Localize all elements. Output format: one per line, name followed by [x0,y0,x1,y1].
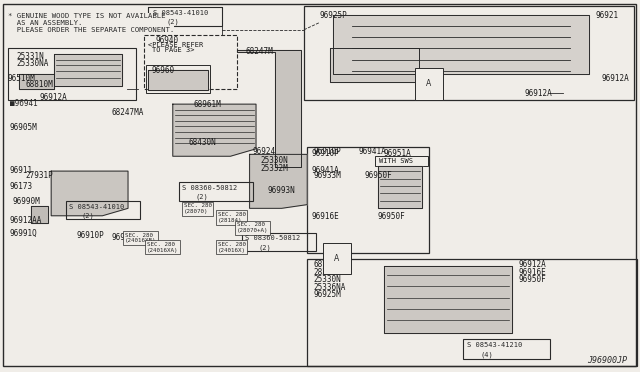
Text: 96993N: 96993N [268,186,295,195]
Text: 68430N: 68430N [189,138,216,147]
Text: 96916E: 96916E [311,212,339,221]
Text: S 08543-41010: S 08543-41010 [153,10,208,16]
Text: 96916E: 96916E [518,268,546,277]
Text: 25332M: 25332M [260,164,288,173]
Text: 25330N: 25330N [314,275,341,284]
Polygon shape [173,104,256,156]
Text: SEC. 280
(28184): SEC. 280 (28184) [218,212,246,223]
Text: 96510M: 96510M [8,74,35,83]
Text: 25331N: 25331N [16,52,44,61]
Text: S 08543-41010: S 08543-41010 [69,204,124,210]
Text: 96921: 96921 [595,11,618,20]
Text: 28318M: 28318M [314,268,341,277]
Polygon shape [378,166,422,208]
Text: SEC. 280
(28070): SEC. 280 (28070) [184,203,212,214]
Text: 96912A: 96912A [40,93,67,102]
Text: WITH SWS: WITH SWS [379,158,413,164]
Polygon shape [19,74,54,89]
Bar [148,7,222,26]
Text: <PLEASE REFER: <PLEASE REFER [148,42,204,48]
Text: 96960: 96960 [151,66,174,75]
Bar [144,35,237,89]
Polygon shape [54,54,122,86]
Text: J96900JP: J96900JP [588,356,627,365]
Text: (2): (2) [259,244,271,250]
Bar [307,147,429,253]
Text: * GENUINE WOOD TYPE IS NOT AVAILABLE
  AS AN ASSEMBLY.
  PLEASE ORDER THE SEPARA: * GENUINE WOOD TYPE IS NOT AVAILABLE AS … [8,13,174,33]
Polygon shape [250,154,307,208]
Text: 96925M: 96925M [314,290,341,299]
Text: 96912A: 96912A [525,89,552,98]
Text: A: A [334,254,339,263]
Text: SEC. 280
(28070+A): SEC. 280 (28070+A) [237,222,268,233]
Polygon shape [148,70,208,90]
Text: SEC. 280
(24016X): SEC. 280 (24016X) [218,242,246,253]
Bar [375,156,428,166]
Text: 96173: 96173 [10,182,33,191]
Bar [66,201,140,219]
Text: A: A [426,79,431,88]
Polygon shape [237,50,301,167]
Text: 96912AA: 96912AA [10,216,42,225]
Text: 68247MA: 68247MA [112,108,145,117]
Text: 96951A: 96951A [384,149,412,158]
Polygon shape [31,206,48,223]
Text: 96991Q: 96991Q [10,229,37,238]
Text: 96910P: 96910P [314,147,341,156]
Text: 25336NA: 25336NA [314,283,346,292]
Text: 96910P: 96910P [77,231,104,240]
Text: S 08360-50812: S 08360-50812 [245,235,300,241]
Text: 96933M: 96933M [314,171,341,180]
Bar [146,65,210,93]
Bar [179,182,253,201]
Text: 96912A: 96912A [602,74,629,83]
Bar [242,232,316,251]
Text: 27931P: 27931P [26,171,53,180]
Text: 96941A: 96941A [311,166,339,174]
Text: 68961M: 68961M [193,100,221,109]
Text: (4): (4) [480,351,493,357]
Text: 68247M: 68247M [245,46,273,55]
Text: SEC. 280
(24016XA): SEC. 280 (24016XA) [147,242,179,253]
Text: 96925P: 96925P [320,11,348,20]
Text: 96990M: 96990M [13,197,40,206]
Text: 25330NA: 25330NA [16,59,49,68]
Text: 96924: 96924 [253,147,276,156]
Text: 96950F: 96950F [365,171,392,180]
Polygon shape [384,266,512,333]
Text: S 08360-50812: S 08360-50812 [182,185,237,191]
Text: 96941A: 96941A [358,147,386,156]
Polygon shape [330,48,419,82]
Text: 68810M: 68810M [26,80,53,89]
Bar [304,6,634,100]
Text: 96910P: 96910P [311,149,339,158]
Text: 96941A: 96941A [112,232,140,241]
Bar [8,48,136,100]
Text: S 08543-41210: S 08543-41210 [467,342,522,348]
Polygon shape [333,15,589,74]
Text: 68794M: 68794M [314,260,341,269]
Text: 96950F: 96950F [518,275,546,284]
Text: 96950F: 96950F [378,212,405,221]
Text: (2): (2) [166,19,179,25]
Text: 96912A: 96912A [518,260,546,269]
Text: 96905M: 96905M [10,123,37,132]
Polygon shape [51,171,128,216]
Text: TO PAGE 3>: TO PAGE 3> [152,47,195,53]
Text: (2): (2) [82,212,95,219]
Bar [463,339,550,359]
Text: 96940: 96940 [156,36,179,45]
Bar [307,259,637,366]
Text: ■96941: ■96941 [10,99,37,108]
Text: 25330N: 25330N [260,156,288,165]
Text: 96911: 96911 [10,166,33,174]
Text: SEC. 280
(24016XB): SEC. 280 (24016XB) [125,232,156,243]
Text: (2): (2) [196,194,209,200]
